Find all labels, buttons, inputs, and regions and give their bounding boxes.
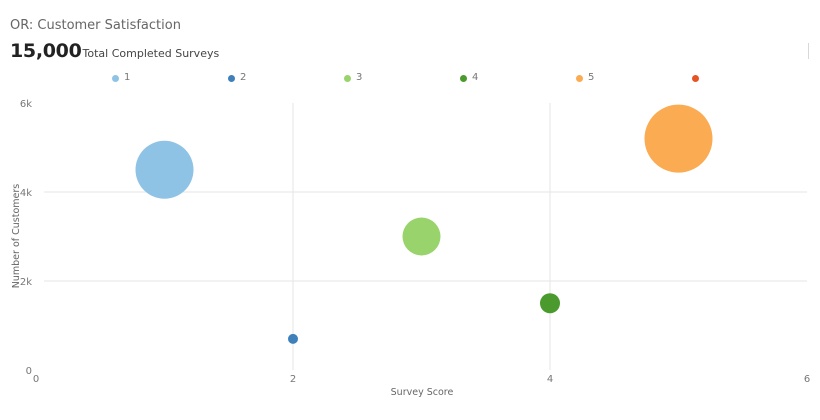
bubble-score-1[interactable]: [135, 140, 194, 199]
bubble-score-4[interactable]: [540, 293, 560, 314]
x-tick-label: 6: [804, 374, 810, 385]
bubble-score-5[interactable]: [644, 104, 713, 173]
divider: [808, 43, 809, 59]
y-tick-label: 4k: [20, 188, 32, 199]
kpi-value: 15,000: [10, 40, 82, 62]
x-tick-label: 0: [33, 374, 39, 385]
legend-label: 1: [124, 72, 131, 83]
y-axis-ticks: 0 2k 4k 6k: [20, 99, 32, 377]
legend-marker-icon: [344, 74, 351, 82]
legend-item-1[interactable]: 1: [112, 72, 130, 84]
legend-item-unlabeled[interactable]: [692, 72, 699, 84]
legend-marker-icon: [112, 74, 119, 82]
x-tick-label: 4: [547, 374, 553, 385]
legend-label: 4: [472, 72, 479, 83]
legend-marker-icon: [460, 74, 467, 82]
legend-item-4[interactable]: 4: [460, 72, 478, 84]
legend-marker-icon: [576, 74, 583, 82]
legend-item-5[interactable]: 5: [576, 72, 594, 84]
legend-item-2[interactable]: 2: [228, 72, 246, 84]
bubbles: [135, 104, 713, 344]
legend-label: 2: [240, 72, 247, 83]
x-tick-label: 2: [290, 374, 296, 385]
x-axis-ticks: 0 2 4 6: [33, 374, 810, 385]
y-tick-label: 2k: [20, 277, 32, 288]
legend-label: 5: [588, 72, 595, 83]
kpi-summary: 15,000Total Completed Surveys: [10, 40, 219, 62]
y-axis-title: Number of Customers: [11, 184, 22, 289]
bubble-score-2[interactable]: [288, 333, 298, 344]
y-tick-label: 6k: [20, 99, 32, 110]
legend-marker-icon: [692, 74, 699, 82]
chart-title: OR: Customer Satisfaction: [10, 18, 181, 33]
legend-label: 3: [356, 72, 363, 83]
bubble-score-3[interactable]: [402, 217, 441, 256]
legend-marker-icon: [228, 74, 235, 82]
y-tick-label: 0: [26, 366, 32, 377]
kpi-label: Total Completed Surveys: [82, 47, 220, 60]
legend-item-3[interactable]: 3: [344, 72, 362, 84]
x-axis-title: Survey Score: [391, 387, 454, 398]
